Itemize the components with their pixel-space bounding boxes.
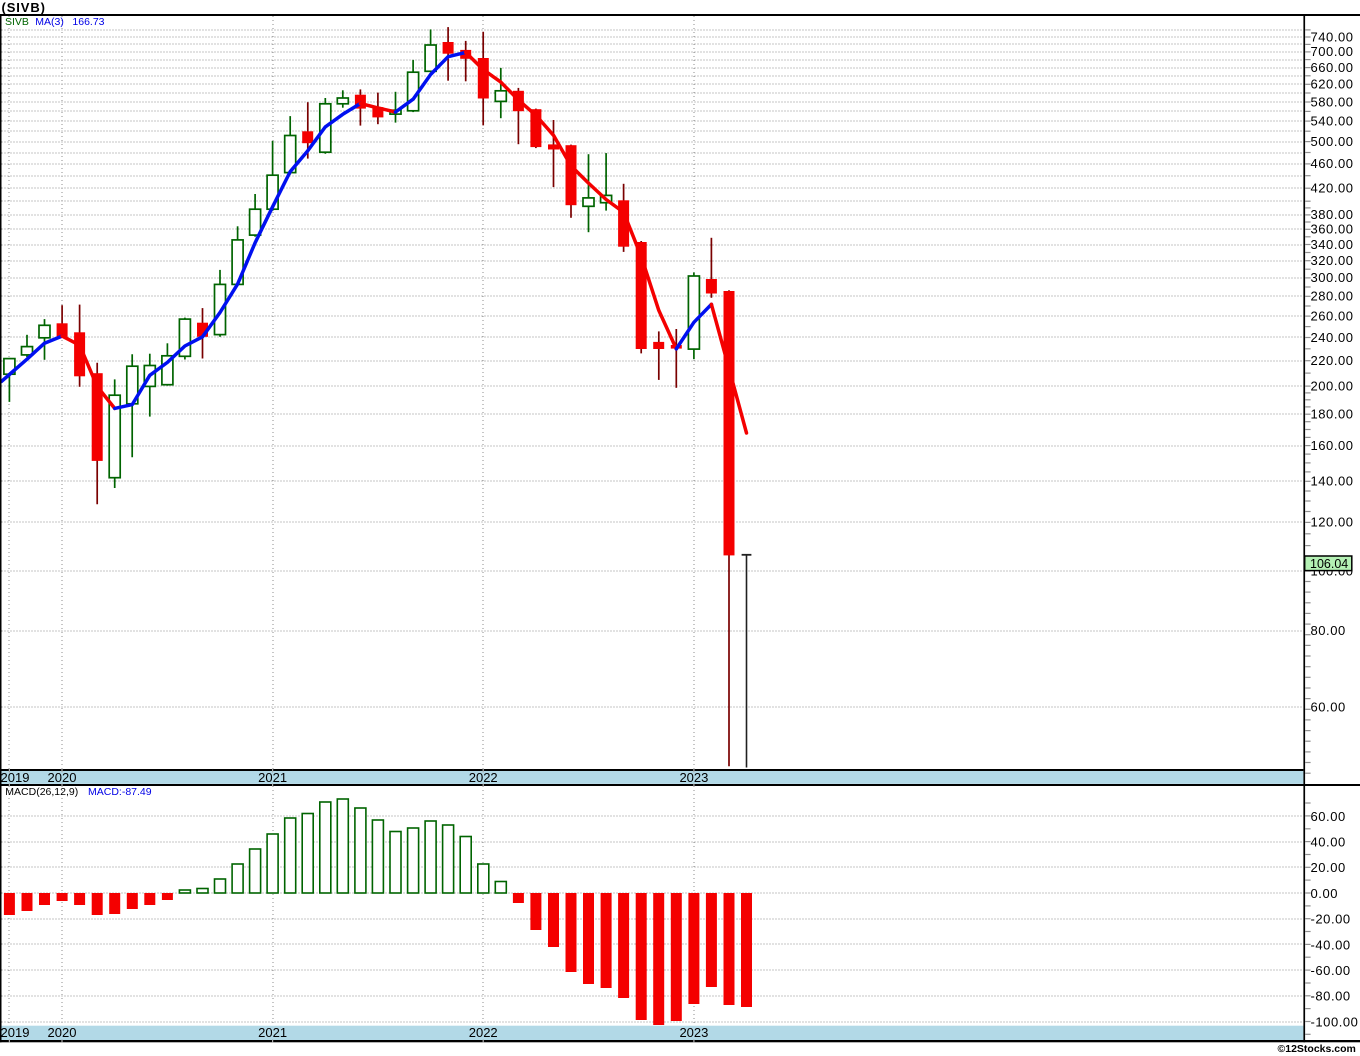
svg-text:0.00: 0.00: [1311, 886, 1339, 901]
svg-text:2020: 2020: [48, 1025, 77, 1040]
svg-text:580.00: 580.00: [1311, 94, 1354, 109]
svg-text:180.00: 180.00: [1311, 407, 1354, 422]
svg-text:2019: 2019: [1, 770, 30, 785]
svg-text:200.00: 200.00: [1311, 378, 1354, 393]
svg-text:120.00: 120.00: [1311, 515, 1354, 530]
svg-text:60.00: 60.00: [1311, 700, 1346, 715]
svg-text:40.00: 40.00: [1311, 835, 1346, 850]
svg-text:660.00: 660.00: [1311, 60, 1354, 75]
svg-text:740.00: 740.00: [1311, 29, 1354, 44]
svg-text:380.00: 380.00: [1311, 207, 1354, 222]
svg-text:2022: 2022: [469, 770, 498, 785]
svg-text:2021: 2021: [258, 1025, 287, 1040]
svg-text:2021: 2021: [258, 770, 287, 785]
svg-text:2022: 2022: [469, 1025, 498, 1040]
svg-text:620.00: 620.00: [1311, 77, 1354, 92]
svg-text:-100.00: -100.00: [1311, 1014, 1359, 1029]
svg-text:140.00: 140.00: [1311, 474, 1354, 489]
svg-text:2023: 2023: [679, 1025, 708, 1040]
svg-text:2023: 2023: [679, 770, 708, 785]
svg-text:500.00: 500.00: [1311, 134, 1354, 149]
svg-text:-20.00: -20.00: [1311, 912, 1351, 927]
svg-text:SIVB: SIVB: [5, 16, 29, 28]
svg-text:240.00: 240.00: [1311, 330, 1354, 345]
svg-text:420.00: 420.00: [1311, 181, 1354, 196]
svg-text:-40.00: -40.00: [1311, 937, 1351, 952]
svg-text:166.73: 166.73: [72, 16, 104, 28]
svg-text:(SIVB): (SIVB): [2, 0, 46, 15]
svg-text:MA(3): MA(3): [35, 16, 64, 28]
svg-text:220.00: 220.00: [1311, 353, 1354, 368]
svg-text:MACD:-87.49: MACD:-87.49: [88, 786, 152, 798]
svg-text:©12Stocks.com: ©12Stocks.com: [1278, 1043, 1356, 1055]
svg-text:700.00: 700.00: [1311, 44, 1354, 59]
svg-text:300.00: 300.00: [1311, 270, 1354, 285]
svg-text:540.00: 540.00: [1311, 113, 1354, 128]
svg-text:260.00: 260.00: [1311, 308, 1354, 323]
svg-text:2019: 2019: [1, 1025, 30, 1040]
svg-text:60.00: 60.00: [1311, 809, 1346, 824]
svg-text:20.00: 20.00: [1311, 860, 1346, 875]
svg-text:340.00: 340.00: [1311, 237, 1354, 252]
svg-text:360.00: 360.00: [1311, 222, 1354, 237]
svg-text:460.00: 460.00: [1311, 156, 1354, 171]
svg-text:80.00: 80.00: [1311, 623, 1346, 638]
svg-text:-60.00: -60.00: [1311, 963, 1351, 978]
svg-text:320.00: 320.00: [1311, 253, 1354, 268]
svg-text:MACD(26,12,9): MACD(26,12,9): [5, 786, 78, 798]
svg-text:160.00: 160.00: [1311, 438, 1354, 453]
svg-text:2020: 2020: [48, 770, 77, 785]
svg-text:-80.00: -80.00: [1311, 989, 1351, 1004]
svg-text:106.04: 106.04: [1310, 557, 1348, 571]
svg-text:280.00: 280.00: [1311, 289, 1354, 304]
